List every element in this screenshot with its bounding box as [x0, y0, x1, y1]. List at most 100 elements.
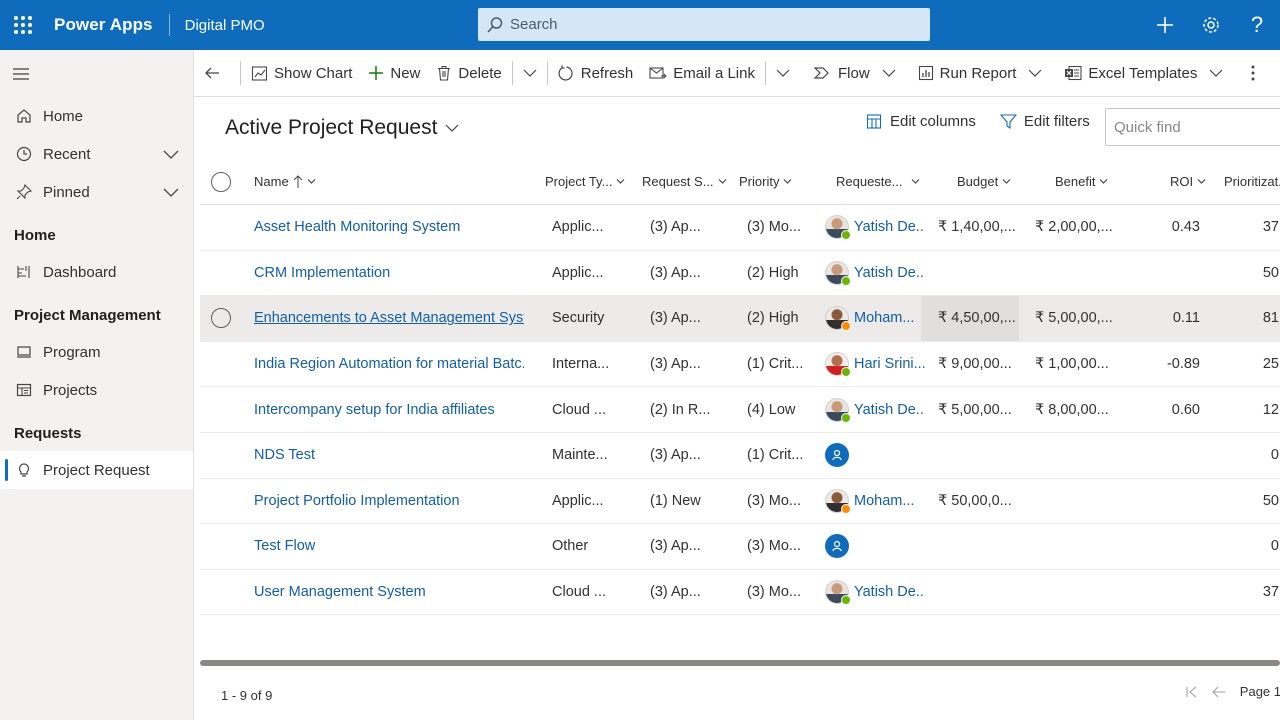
app-name[interactable]: Power Apps [54, 15, 153, 34]
record-name-link[interactable]: Project Portfolio Implementation [254, 492, 460, 509]
app-launcher-icon[interactable] [0, 0, 46, 50]
table-row[interactable]: NDS Test Mainte... (3) Ap... (1) Crit... 0 [200, 433, 1280, 479]
sidebar-item-label: Home [43, 107, 84, 125]
priority-cell: (3) Mo... [747, 219, 801, 236]
row-select-checkbox[interactable] [209, 296, 233, 341]
show-chart-button[interactable]: Show Chart [243, 50, 360, 97]
prioritization-cell: 50 [1262, 492, 1279, 509]
priority-cell: (4) Low [747, 401, 796, 418]
record-name-link[interactable]: Intercompany setup for India affiliates [254, 401, 495, 418]
flow-button[interactable]: Flow [798, 50, 904, 97]
edit-columns-button[interactable]: Edit columns [866, 113, 976, 130]
requester-link[interactable]: Yatish De... [854, 264, 925, 281]
table-row[interactable]: Intercompany setup for India affiliates C… [200, 387, 1280, 433]
benefit-cell: ₹ 2,00,00,... [1035, 219, 1113, 236]
column-header-priority[interactable]: Priority [739, 159, 792, 204]
record-name-link[interactable]: India Region Automation for material Bat… [254, 356, 524, 373]
run-report-button[interactable]: Run Report [904, 50, 1051, 97]
record-name-link[interactable]: User Management System [254, 584, 426, 601]
avatar [825, 306, 851, 332]
record-name-link[interactable]: Asset Health Monitoring System [254, 219, 461, 236]
view-title: Active Project Request [225, 116, 438, 139]
sidebar-item-dashboard[interactable]: Dashboard [0, 253, 193, 291]
table-row[interactable]: Enhancements to Asset Management Syst...… [200, 296, 1280, 342]
roi-cell: 0.11 [1172, 310, 1200, 327]
settings-gear-icon[interactable] [1188, 0, 1234, 50]
column-header-budget[interactable]: Budget [957, 159, 1011, 204]
person-icon [825, 534, 849, 559]
benefit-cell: ₹ 8,00,00... [1035, 401, 1109, 418]
row-select-checkbox[interactable] [209, 479, 233, 524]
sidebar-item-program[interactable]: Program [0, 333, 193, 371]
budget-cell [921, 433, 1019, 478]
column-header-name[interactable]: Name [254, 159, 524, 204]
table-row[interactable]: User Management System Cloud ... (3) Ap...… [200, 570, 1280, 616]
new-button[interactable]: New [360, 50, 428, 97]
global-search-input[interactable]: Search [478, 8, 930, 41]
prioritization-cell: 81 [1262, 310, 1279, 327]
row-select-checkbox[interactable] [209, 342, 233, 387]
sidebar-item-recent[interactable]: Recent [0, 135, 193, 173]
record-name-link[interactable]: NDS Test [254, 447, 315, 464]
sidebar-item-projects[interactable]: Projects [0, 371, 193, 409]
view-selector[interactable]: Active Project Request [225, 116, 459, 140]
chevron-down-icon[interactable] [163, 146, 179, 162]
more-commands-icon[interactable] [1231, 50, 1269, 97]
requester-link[interactable]: Moham... [854, 310, 915, 327]
column-header-requester[interactable]: Requeste... [836, 159, 920, 204]
help-icon[interactable]: ? [1250, 12, 1264, 37]
email-more-chevron-icon[interactable] [768, 50, 798, 97]
email-link-label: Email a Link [673, 64, 755, 82]
record-name-link[interactable]: Test Flow [254, 538, 316, 555]
horizontal-scrollbar[interactable] [200, 660, 1280, 666]
refresh-button[interactable]: Refresh [550, 50, 642, 97]
row-select-checkbox[interactable] [209, 570, 233, 615]
row-select-checkbox[interactable] [209, 205, 233, 250]
requester-link[interactable]: Hari Srini... [854, 356, 925, 373]
row-select-checkbox[interactable] [209, 387, 233, 432]
table-row[interactable]: Project Portfolio Implementation Applic..… [200, 479, 1280, 525]
select-all-checkbox[interactable] [209, 159, 233, 204]
sidebar-item-project-request[interactable]: Project Request [0, 451, 193, 489]
roi-cell: -0.89 [1166, 356, 1200, 373]
table-row[interactable]: India Region Automation for material Bat… [200, 342, 1280, 388]
filter-icon [999, 114, 1017, 130]
chevron-down-icon[interactable] [163, 184, 179, 200]
requester-link[interactable]: Yatish De... [854, 584, 925, 601]
table-row[interactable]: Asset Health Monitoring System Applic... (… [200, 205, 1280, 251]
hamburger-menu-icon[interactable] [0, 50, 193, 97]
excel-templates-button[interactable]: Excel Templates [1050, 50, 1231, 97]
sidebar-item-home[interactable]: Home [0, 97, 193, 135]
edit-filters-button[interactable]: Edit filters [999, 113, 1090, 130]
email-link-button[interactable]: Email a Link [641, 50, 763, 97]
row-select-checkbox[interactable] [209, 433, 233, 478]
column-header-request-status[interactable]: Request S... [642, 159, 727, 204]
column-header-prioritization[interactable]: Prioritizat... [1224, 174, 1280, 189]
requester-link[interactable]: Yatish De... [854, 401, 925, 418]
budget-cell: ₹ 1,40,00,... [938, 219, 1016, 236]
requester-link[interactable]: Moham... [854, 492, 915, 509]
column-header-benefit[interactable]: Benefit [1055, 159, 1108, 204]
record-name-link[interactable]: CRM Implementation [254, 264, 391, 281]
table-row[interactable]: Test Flow Other (3) Ap... (3) Mo... 0 [200, 524, 1280, 570]
previous-page-icon[interactable] [1212, 686, 1226, 698]
back-button[interactable] [194, 50, 238, 97]
environment-name[interactable]: Digital PMO [184, 16, 265, 34]
record-name-link[interactable]: Enhancements to Asset Management Syst... [254, 310, 524, 327]
sidebar-item-pinned[interactable]: Pinned [0, 173, 193, 211]
roi-cell [1120, 433, 1200, 478]
quick-find-input[interactable]: Quick find [1105, 108, 1280, 146]
column-header-roi[interactable]: ROI [1170, 159, 1206, 204]
presence-indicator [841, 367, 851, 378]
row-select-checkbox[interactable] [209, 524, 233, 569]
requester-link[interactable]: Yatish De... [854, 219, 925, 236]
add-icon[interactable] [1142, 0, 1188, 50]
column-header-project-type[interactable]: Project Ty... [545, 159, 625, 204]
table-row[interactable]: CRM Implementation Applic... (3) Ap... (2) … [200, 251, 1280, 297]
clock-icon [14, 146, 34, 162]
delete-button[interactable]: Delete [428, 50, 509, 97]
row-select-checkbox[interactable] [209, 251, 233, 296]
sidebar-group-requests: Requests [14, 425, 82, 442]
first-page-icon[interactable] [1186, 686, 1198, 698]
delete-more-chevron-icon[interactable] [515, 50, 545, 97]
